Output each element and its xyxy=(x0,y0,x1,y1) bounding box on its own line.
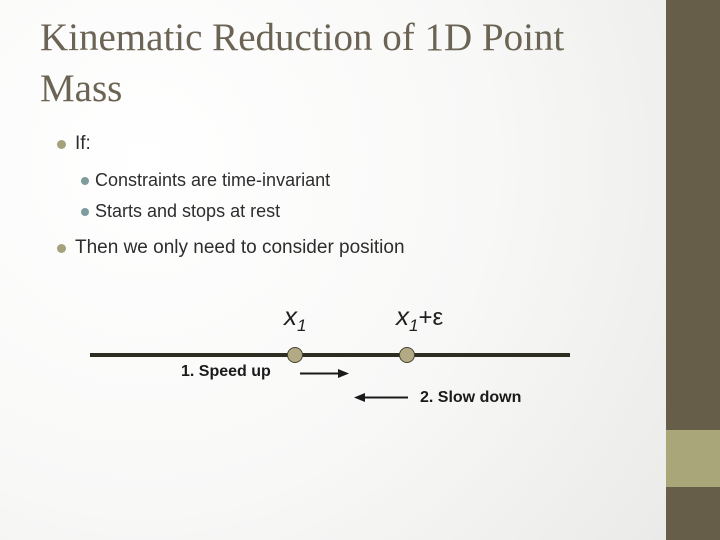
point-label-subscript: 1 xyxy=(409,316,419,335)
point-label-suffix: +ε xyxy=(418,304,444,331)
slow-down-arrow-icon xyxy=(354,393,408,402)
point-marker-x1 xyxy=(287,347,303,363)
point-label-x1: x1 xyxy=(284,301,306,336)
bullet-text: If: xyxy=(75,133,91,154)
number-line xyxy=(90,353,570,357)
bullet-text: Starts and stops at rest xyxy=(95,201,281,221)
bullet-item: Constraints are time-invariant xyxy=(0,167,645,194)
slow-down-label: 2. Slow down xyxy=(420,389,522,406)
speed-up-label: 1. Speed up xyxy=(181,363,271,380)
slide-title: Kinematic Reduction of 1D Point Mass xyxy=(40,16,565,110)
speed-up-arrow-icon xyxy=(300,369,349,378)
bullet-item: If: xyxy=(0,130,645,157)
bullet-text: Constraints are time-invariant xyxy=(95,170,331,190)
bullet-item: Starts and stops at rest xyxy=(0,198,645,225)
point-label-base: x xyxy=(396,301,409,331)
point-label-x1-plus-epsilon: x1+ε xyxy=(396,301,443,336)
point-label-subscript: 1 xyxy=(297,316,307,335)
bullet-dot-icon xyxy=(57,244,66,253)
bullet-dot-icon xyxy=(57,140,66,149)
bullet-item: Then we only need to consider position xyxy=(0,234,645,261)
point-label-base: x xyxy=(284,301,297,331)
bullet-list: If: Constraints are time-invariant Start… xyxy=(0,130,645,261)
bullet-dot-icon xyxy=(81,208,89,216)
sidebar-band xyxy=(666,0,720,540)
point-marker-x1-plus-epsilon xyxy=(399,347,415,363)
bullet-dot-icon xyxy=(81,177,89,185)
sidebar-accent-square xyxy=(666,430,720,487)
bullet-text: Then we only need to consider position xyxy=(75,237,405,258)
